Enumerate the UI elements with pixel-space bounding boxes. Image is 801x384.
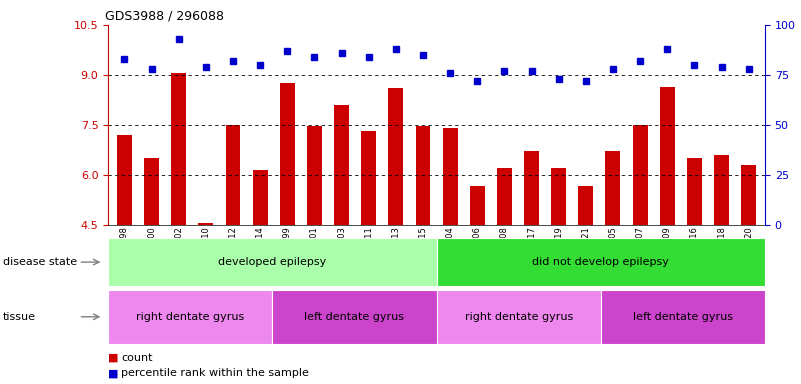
Bar	[171, 73, 186, 374]
Bar	[524, 151, 539, 374]
Bar	[307, 126, 322, 374]
Text: ■: ■	[108, 368, 119, 378]
Text: count: count	[121, 353, 152, 363]
Bar	[687, 158, 702, 374]
Text: GDS3988 / 296088: GDS3988 / 296088	[105, 9, 223, 22]
Text: percentile rank within the sample: percentile rank within the sample	[121, 368, 309, 378]
Text: tissue: tissue	[3, 312, 36, 322]
Bar	[470, 186, 485, 374]
Bar	[578, 186, 594, 374]
Bar	[633, 125, 647, 374]
Text: left dentate gyrus: left dentate gyrus	[304, 312, 405, 322]
Bar	[714, 155, 729, 374]
Bar	[443, 128, 457, 374]
Text: did not develop epilepsy: did not develop epilepsy	[533, 257, 669, 267]
Bar	[361, 131, 376, 374]
Text: disease state: disease state	[3, 257, 78, 267]
Bar	[497, 168, 512, 374]
Bar	[388, 88, 403, 374]
Bar	[741, 165, 756, 374]
Text: left dentate gyrus: left dentate gyrus	[633, 312, 733, 322]
Bar	[144, 158, 159, 374]
Bar	[226, 125, 240, 374]
Bar	[334, 105, 349, 374]
Bar	[252, 170, 268, 374]
Text: right dentate gyrus: right dentate gyrus	[465, 312, 573, 322]
Bar	[551, 168, 566, 374]
Bar	[199, 223, 213, 374]
Bar	[660, 86, 674, 374]
Text: ■: ■	[108, 353, 119, 363]
Bar	[117, 135, 132, 374]
Bar	[606, 151, 621, 374]
Text: developed epilepsy: developed epilepsy	[218, 257, 327, 267]
Bar	[280, 83, 295, 374]
Bar	[416, 126, 430, 374]
Text: right dentate gyrus: right dentate gyrus	[136, 312, 244, 322]
